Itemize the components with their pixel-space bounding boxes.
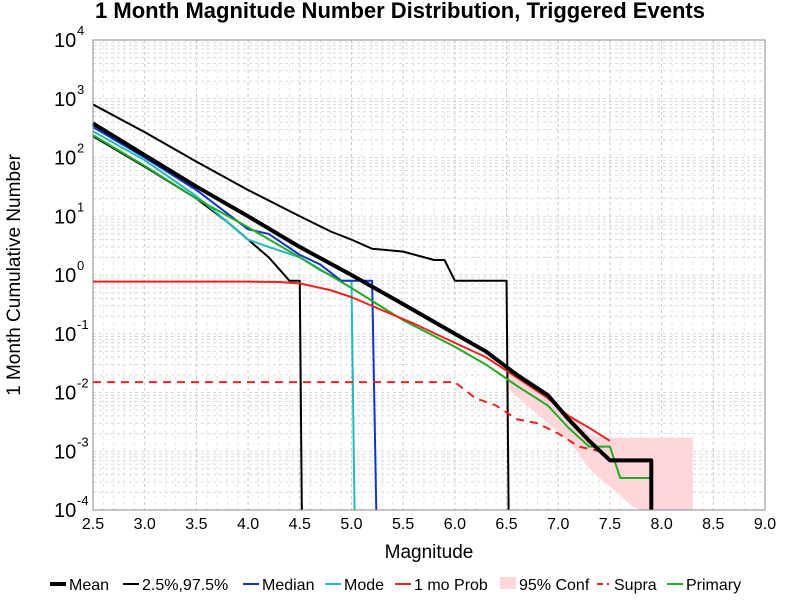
plot-border: [92, 39, 766, 511]
legend-label-supra: Supra: [614, 577, 657, 594]
series-line-mean: [91, 121, 654, 510]
series-lines: [91, 103, 654, 511]
x-tick-label: 4.0: [237, 516, 259, 533]
y-tick-exponent: 3: [77, 82, 84, 97]
y-tick-exponent: -4: [77, 493, 89, 508]
y-tick-label: 10: [54, 89, 76, 111]
y-tick-label: 10: [54, 324, 76, 346]
x-tick-label: 6.0: [444, 516, 466, 533]
legend-label-median: Median: [262, 577, 314, 594]
chart-title: 1 Month Magnitude Number Distribution, T…: [95, 0, 705, 23]
x-tick-label: 2.5: [82, 516, 104, 533]
legend-label-2-5-97-5: 2.5%,97.5%: [142, 577, 228, 594]
confidence-band: [506, 364, 693, 510]
y-tick-exponent: 4: [77, 23, 84, 38]
y-tick-exponent: -2: [77, 376, 89, 391]
x-tick-label: 7.5: [599, 516, 621, 533]
x-tick-label: 7.0: [547, 516, 569, 533]
legend: Mean 2.5%,97.5% Median Mode 1 mo Prob 95% Con…: [50, 577, 741, 594]
y-tick-label: 10: [54, 206, 76, 228]
y-tick-label: 10: [54, 148, 76, 170]
y-tick-label: 10: [54, 383, 76, 405]
y-tick-label: 10: [54, 30, 76, 52]
y-tick-exponent: -1: [77, 317, 89, 332]
confidence-band-area: [506, 364, 693, 510]
x-axis-label: Magnitude: [385, 542, 474, 563]
legend-swatch-95-conf: [500, 577, 516, 589]
plot-frame: [92, 39, 766, 511]
x-axis-ticks: 2.5 3.0 3.5 4.0 4.5 5.0 5.5 6.0 6.5 7.0 7.5 8.0 8.5 9…: [82, 516, 776, 533]
y-tick-exponent: 1: [77, 199, 84, 214]
y-tick-label: 10: [54, 500, 76, 522]
y-tick-label: 10: [54, 441, 76, 463]
legend-label-primary: Primary: [686, 577, 741, 594]
x-tick-label: 8.0: [650, 516, 672, 533]
y-tick-label: 10: [54, 265, 76, 287]
legend-label-95-conf: 95% Conf: [519, 577, 590, 594]
series-line-supra: [93, 381, 600, 453]
x-tick-label: 3.0: [134, 516, 156, 533]
x-tick-label: 5.0: [340, 516, 362, 533]
x-tick-label: 4.5: [289, 516, 311, 533]
legend-label-mode: Mode: [344, 577, 384, 594]
x-tick-label: 5.5: [392, 516, 414, 533]
x-tick-label: 3.5: [185, 516, 207, 533]
x-tick-label: 9.0: [754, 516, 776, 533]
y-tick-exponent: 0: [77, 258, 84, 273]
y-tick-exponent: -3: [77, 434, 89, 449]
legend-label-mean: Mean: [69, 577, 109, 594]
y-tick-exponent: 2: [77, 141, 84, 156]
legend-label-1-mo-prob: 1 mo Prob: [414, 577, 488, 594]
y-axis-label: 1 Month Cumulative Number: [4, 153, 25, 395]
x-tick-label: 8.5: [702, 516, 724, 533]
series-line-2-5-97-5: [92, 103, 510, 511]
series-line-primary: [92, 134, 652, 480]
x-tick-label: 6.5: [495, 516, 517, 533]
